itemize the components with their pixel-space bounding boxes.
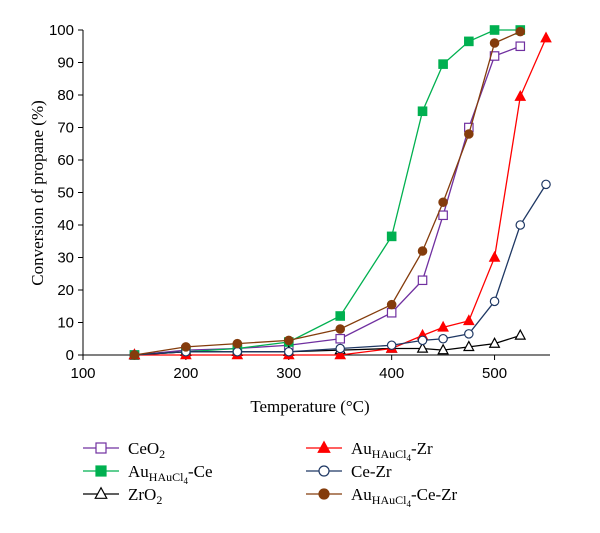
data-point [462, 314, 475, 326]
y-tick-label: 90 [57, 55, 74, 72]
data-point [489, 25, 500, 35]
y-tick-label: 50 [57, 185, 74, 202]
data-point [283, 335, 294, 346]
data-point [417, 106, 428, 117]
data-point [438, 59, 448, 69]
y-tick-label: 80 [57, 87, 74, 104]
data-point [95, 465, 107, 477]
data-point [416, 341, 429, 353]
data-point [464, 329, 474, 339]
x-tick-label: 400 [379, 365, 404, 382]
x-tick-label: 200 [173, 365, 198, 382]
data-point [541, 179, 551, 190]
series-5 [129, 179, 551, 360]
data-point [488, 250, 501, 262]
legend-item-5: Ce-Zr [306, 462, 392, 481]
series-line [134, 37, 547, 356]
y-axis: 0 10 20 30 40 50 60 70 80 90 100 [49, 22, 84, 364]
data-point [386, 299, 397, 310]
x-tick-label: 100 [70, 365, 95, 382]
y-tick-label: 70 [57, 120, 74, 137]
series-2 [129, 25, 526, 360]
series-line [134, 184, 547, 356]
y-tick-label: 30 [57, 250, 74, 267]
x-axis-title: Temperature (°C) [250, 397, 369, 416]
series-6 [129, 26, 526, 360]
data-point [417, 246, 428, 256]
y-tick-label: 60 [57, 152, 74, 169]
data-point [489, 296, 500, 307]
data-point [335, 343, 346, 354]
data-point [417, 335, 428, 346]
data-point [335, 324, 346, 334]
data-point [283, 346, 294, 357]
series-line [134, 31, 521, 356]
data-point [438, 210, 448, 221]
y-tick-label: 10 [57, 315, 74, 332]
x-tick-label: 500 [482, 365, 507, 382]
legend-item-1: CeO2 [83, 439, 165, 461]
legend-item-3: ZrO2 [83, 485, 162, 507]
legend-item-4: AuHAuCl4-Zr [306, 439, 433, 463]
x-axis: 100 200 300 400 500 [70, 354, 550, 382]
y-tick-label: 20 [57, 282, 74, 299]
data-point [515, 41, 526, 52]
data-point [540, 31, 552, 43]
legend-label: AuHAuCl4-Ce-Zr [351, 485, 458, 509]
data-point [386, 340, 397, 351]
y-tick-label: 100 [49, 22, 74, 39]
data-point [464, 129, 474, 139]
data-point [386, 231, 397, 242]
data-point [514, 328, 527, 340]
legend-item-2: AuHAuCl4-Ce [83, 462, 213, 486]
data-point [318, 465, 330, 477]
data-point [437, 320, 449, 332]
legend-label: AuHAuCl4-Zr [351, 439, 433, 463]
data-point [417, 275, 428, 286]
data-point [232, 338, 243, 349]
legend-item-6: AuHAuCl4-Ce-Zr [306, 485, 458, 509]
data-point [318, 488, 330, 500]
data-point [464, 36, 474, 47]
data-point [386, 307, 397, 318]
legend-label: CeO2 [128, 439, 165, 461]
series-1 [129, 41, 526, 360]
data-point [95, 442, 107, 454]
data-point [438, 333, 448, 344]
y-tick-label: 40 [57, 217, 74, 234]
series-line [134, 29, 521, 356]
data-point [489, 38, 500, 48]
series-line [134, 45, 521, 356]
data-point [515, 26, 526, 37]
data-point [317, 440, 331, 453]
data-point [334, 348, 347, 360]
data-point [232, 346, 243, 357]
data-point [488, 337, 501, 348]
data-point [335, 311, 346, 321]
legend-label: ZrO2 [128, 485, 162, 507]
y-tick-label: 0 [66, 347, 74, 364]
data-point [438, 197, 448, 208]
data-point [515, 220, 526, 230]
x-tick-label: 300 [276, 365, 301, 382]
data-point [129, 350, 140, 360]
legend-label: AuHAuCl4-Ce [128, 462, 213, 486]
y-axis-title: Conversion of propane (%) [28, 100, 47, 286]
data-point [514, 90, 527, 101]
data-point [335, 333, 346, 344]
legend-label: Ce-Zr [351, 462, 392, 481]
data-point [181, 342, 191, 352]
data-point [437, 343, 449, 355]
data-point [462, 340, 475, 352]
data-point [94, 486, 108, 499]
series-4 [128, 31, 552, 360]
series-layer [128, 25, 552, 360]
